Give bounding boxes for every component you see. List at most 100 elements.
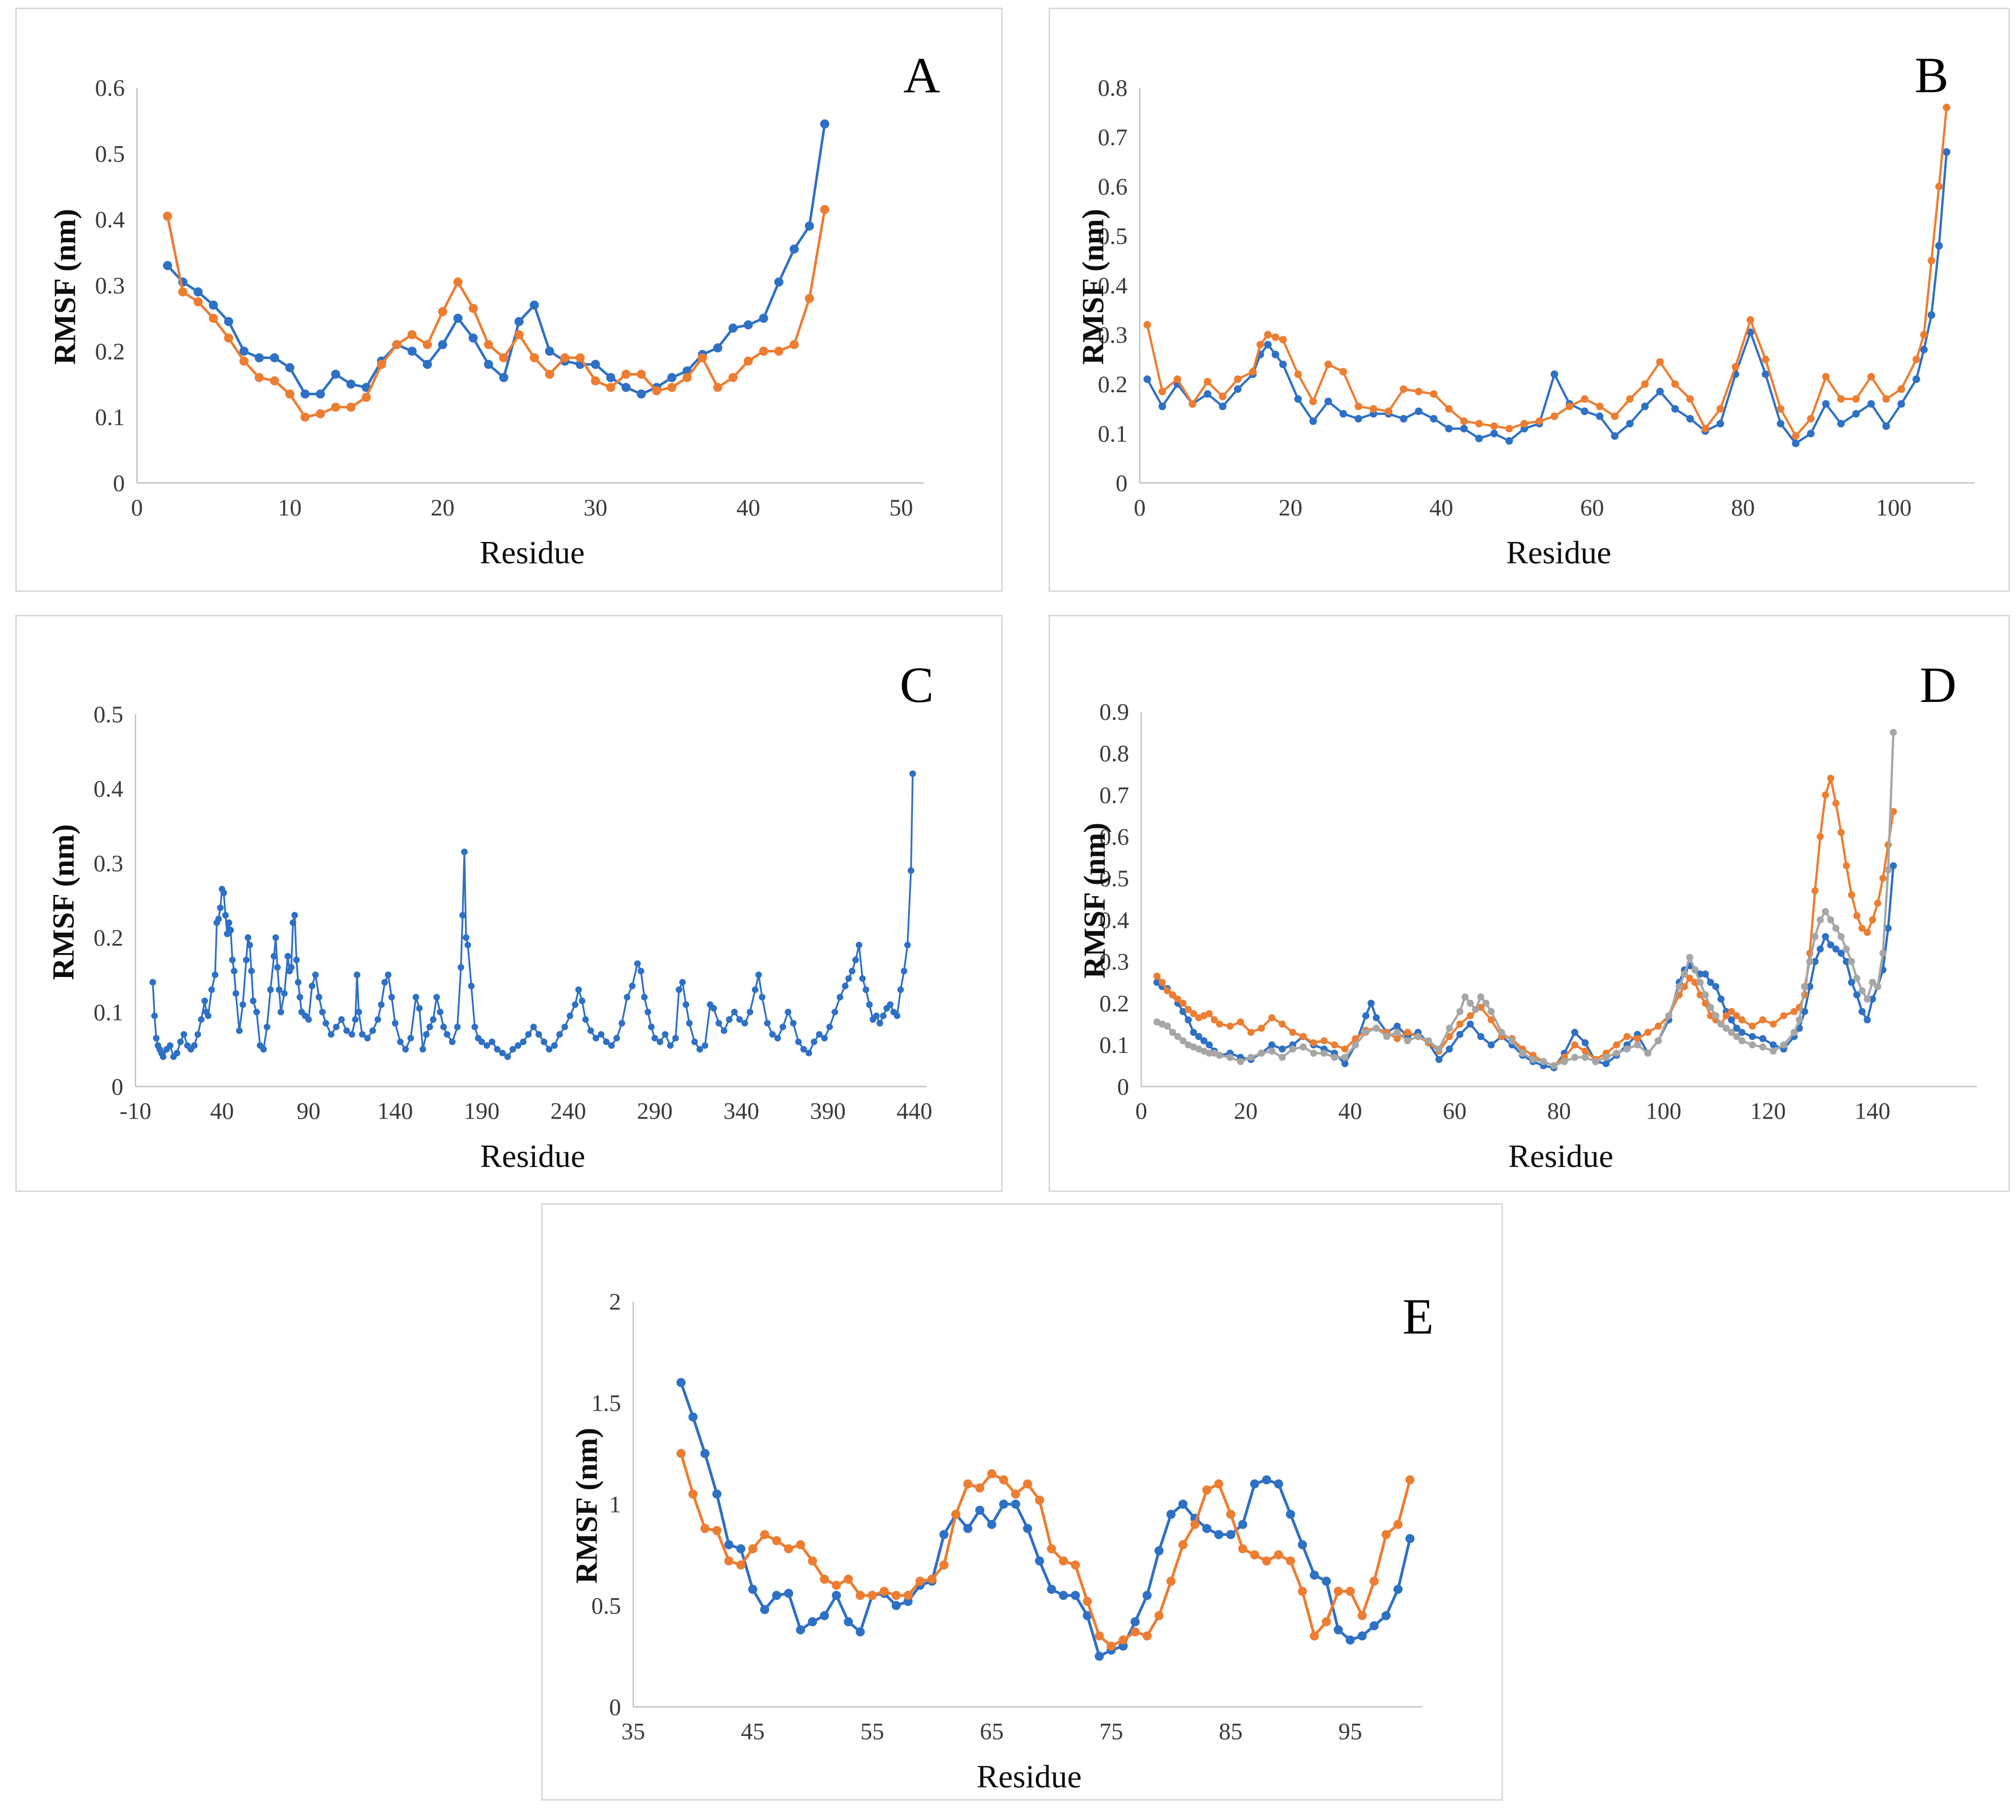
svg-text:75: 75 <box>1099 1719 1123 1745</box>
svg-text:45: 45 <box>741 1719 765 1745</box>
svg-text:0.5: 0.5 <box>1099 865 1129 892</box>
svg-text:340: 340 <box>723 1098 759 1125</box>
svg-text:80: 80 <box>1731 495 1755 521</box>
svg-text:140: 140 <box>1854 1098 1890 1125</box>
panel-a-letter: A <box>903 47 940 103</box>
panel-d-letter: D <box>1920 657 1957 713</box>
svg-text:100: 100 <box>1876 495 1912 521</box>
svg-text:0.3: 0.3 <box>95 273 125 299</box>
svg-text:95: 95 <box>1338 1719 1362 1745</box>
svg-text:0.4: 0.4 <box>94 776 123 802</box>
svg-text:0.1: 0.1 <box>1098 421 1127 447</box>
svg-text:0.9: 0.9 <box>1099 699 1129 725</box>
svg-text:0.6: 0.6 <box>1098 174 1127 200</box>
svg-text:120: 120 <box>1750 1098 1786 1125</box>
svg-text:240: 240 <box>550 1098 586 1125</box>
svg-text:50: 50 <box>889 495 913 521</box>
svg-text:0.1: 0.1 <box>1099 1032 1129 1058</box>
svg-text:0.2: 0.2 <box>94 925 123 952</box>
svg-text:10: 10 <box>278 495 302 521</box>
svg-text:0.8: 0.8 <box>1098 75 1127 101</box>
svg-text:190: 190 <box>464 1098 499 1125</box>
svg-text:0: 0 <box>112 1074 123 1100</box>
svg-text:0: 0 <box>131 495 143 521</box>
svg-text:20: 20 <box>1279 495 1303 521</box>
panel-c-letter: C <box>900 657 934 713</box>
svg-text:35: 35 <box>622 1719 646 1745</box>
svg-text:0.7: 0.7 <box>1098 124 1127 151</box>
panel-d-xlabel: Residue <box>1508 1138 1614 1174</box>
svg-text:0.1: 0.1 <box>95 404 125 431</box>
svg-text:390: 390 <box>810 1098 846 1125</box>
panel-c-xlabel: Residue <box>480 1138 585 1174</box>
panel-b-ylabel: RMSF (nm) <box>1076 208 1110 365</box>
svg-text:-10: -10 <box>120 1098 151 1125</box>
panel-b-letter: B <box>1915 47 1949 103</box>
panel-b-plot: 0 0.1 0.2 0.3 0.4 0.5 0.6 0.7 0.8 0 20 40 60 80 100 <box>1098 75 1975 521</box>
svg-text:0.8: 0.8 <box>1099 741 1129 767</box>
svg-text:140: 140 <box>377 1098 413 1125</box>
svg-text:60: 60 <box>1443 1098 1467 1125</box>
svg-text:20: 20 <box>1234 1098 1258 1125</box>
panel-a: 0 0.1 0.2 0.3 0.4 0.5 0.6 0 10 20 30 40 50 RMSF (nm)… <box>15 8 1003 592</box>
svg-text:0: 0 <box>1116 470 1127 497</box>
svg-text:0.2: 0.2 <box>1099 990 1129 1017</box>
svg-text:0.3: 0.3 <box>1098 322 1127 348</box>
svg-text:55: 55 <box>861 1719 884 1745</box>
svg-text:0.4: 0.4 <box>95 207 125 233</box>
svg-text:0.5: 0.5 <box>94 701 123 728</box>
svg-text:0.1: 0.1 <box>94 999 123 1026</box>
svg-text:0: 0 <box>113 470 125 497</box>
panel-b-xlabel: Residue <box>1506 534 1611 571</box>
svg-text:0.2: 0.2 <box>1098 371 1127 398</box>
svg-text:440: 440 <box>897 1098 932 1125</box>
svg-text:40: 40 <box>1430 495 1454 521</box>
panel-e: 0 0.5 1 1.5 2 35 45 55 65 75 85 95 RMSF (nm) Residu… <box>541 1203 1503 1801</box>
svg-text:0: 0 <box>1134 495 1145 521</box>
svg-text:100: 100 <box>1646 1098 1681 1125</box>
svg-text:30: 30 <box>583 495 607 521</box>
svg-text:0.6: 0.6 <box>1099 824 1129 850</box>
svg-text:0.3: 0.3 <box>1099 949 1129 975</box>
panel-a-xlabel: Residue <box>479 534 585 571</box>
svg-text:290: 290 <box>637 1098 673 1125</box>
svg-text:65: 65 <box>980 1719 1004 1745</box>
panel-c-plot: 0 0.1 0.2 0.3 0.4 0.5 -10 40 90 140 190 240 290 340 39… <box>94 701 932 1125</box>
svg-text:40: 40 <box>210 1098 234 1125</box>
svg-text:0.4: 0.4 <box>1098 273 1127 299</box>
svg-text:1.5: 1.5 <box>592 1390 621 1417</box>
svg-text:60: 60 <box>1580 495 1604 521</box>
svg-text:80: 80 <box>1547 1098 1571 1125</box>
svg-text:85: 85 <box>1219 1719 1243 1745</box>
svg-text:40: 40 <box>1338 1098 1362 1125</box>
panel-e-letter: E <box>1403 1288 1434 1345</box>
svg-text:1: 1 <box>609 1491 621 1518</box>
svg-text:20: 20 <box>431 495 454 521</box>
svg-text:0.2: 0.2 <box>95 338 125 365</box>
panel-c-ylabel: RMSF (nm) <box>46 824 80 980</box>
svg-text:0.5: 0.5 <box>1098 223 1127 250</box>
panel-d: 0 0.1 0.2 0.3 0.4 0.5 0.6 0.7 0.8 0.9 0 20 40 60 80 100… <box>1049 615 2010 1192</box>
svg-text:2: 2 <box>609 1289 621 1315</box>
panel-a-ylabel: RMSF (nm) <box>48 208 82 365</box>
panel-e-ylabel: RMSF (nm) <box>570 1427 604 1584</box>
panel-d-plot: 0 0.1 0.2 0.3 0.4 0.5 0.6 0.7 0.8 0.9 0 20 40 60 80 100… <box>1099 699 1977 1125</box>
svg-text:0: 0 <box>609 1694 621 1721</box>
svg-text:0: 0 <box>1135 1098 1147 1125</box>
panel-d-ylabel: RMSF (nm) <box>1078 822 1112 979</box>
svg-text:0.3: 0.3 <box>94 850 123 877</box>
panel-e-plot: 0 0.5 1 1.5 2 35 45 55 65 75 85 95 <box>592 1289 1422 1745</box>
panel-c: 0 0.1 0.2 0.3 0.4 0.5 -10 40 90 140 190 240 290 340 39… <box>15 615 1003 1192</box>
svg-text:40: 40 <box>736 495 760 521</box>
svg-text:0.6: 0.6 <box>95 75 125 101</box>
panel-a-plot: 0 0.1 0.2 0.3 0.4 0.5 0.6 0 10 20 30 40 50 <box>95 75 924 521</box>
panel-e-xlabel: Residue <box>976 1758 1082 1795</box>
svg-text:0.7: 0.7 <box>1099 782 1129 808</box>
svg-text:0: 0 <box>1117 1074 1129 1100</box>
svg-text:0.5: 0.5 <box>592 1593 621 1619</box>
panel-b: 0 0.1 0.2 0.3 0.4 0.5 0.6 0.7 0.8 0 20 40 60 80 100 RM… <box>1049 8 2010 592</box>
svg-text:0.4: 0.4 <box>1099 907 1129 934</box>
svg-text:90: 90 <box>297 1098 320 1125</box>
